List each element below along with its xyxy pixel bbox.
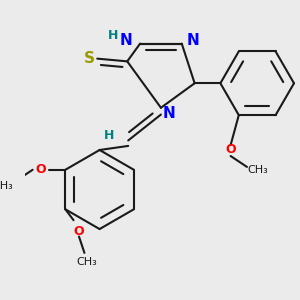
Text: CH₃: CH₃ [248,165,268,175]
Text: S: S [84,51,94,66]
Text: N: N [120,33,133,48]
Text: CH₃: CH₃ [0,181,13,191]
Text: N: N [186,33,199,48]
Text: H: H [104,128,114,142]
Text: O: O [225,143,236,156]
Text: H: H [108,29,118,42]
Text: CH₃: CH₃ [77,257,98,267]
Text: O: O [35,163,46,176]
Text: N: N [163,106,176,121]
Text: O: O [74,225,84,238]
